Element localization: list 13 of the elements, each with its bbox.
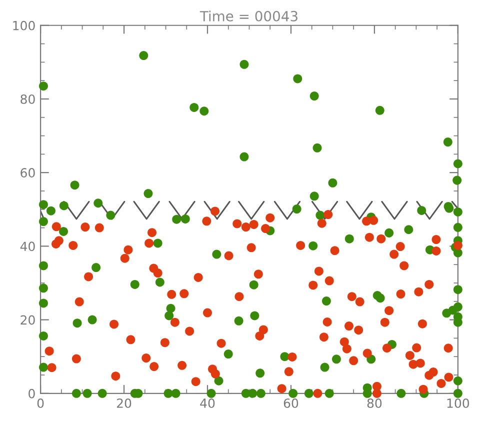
x-tick-label: 0 bbox=[37, 398, 44, 408]
x-tick-label: 80 bbox=[367, 398, 382, 408]
x-tick-label: 40 bbox=[200, 398, 215, 408]
x-tick-label: 100 bbox=[447, 398, 470, 408]
x-tick-label: 20 bbox=[116, 398, 132, 408]
y-tick-label: 60 bbox=[20, 168, 35, 178]
x-tick-label: 60 bbox=[284, 398, 298, 408]
y-tick-label: 100 bbox=[13, 20, 35, 30]
y-tick-label: 40 bbox=[20, 242, 35, 252]
y-tick-label: 20 bbox=[20, 315, 35, 325]
y-tick-label: 0 bbox=[28, 388, 35, 398]
chart-title: Time = 00043 bbox=[200, 10, 298, 22]
y-tick-label: 80 bbox=[20, 94, 35, 104]
